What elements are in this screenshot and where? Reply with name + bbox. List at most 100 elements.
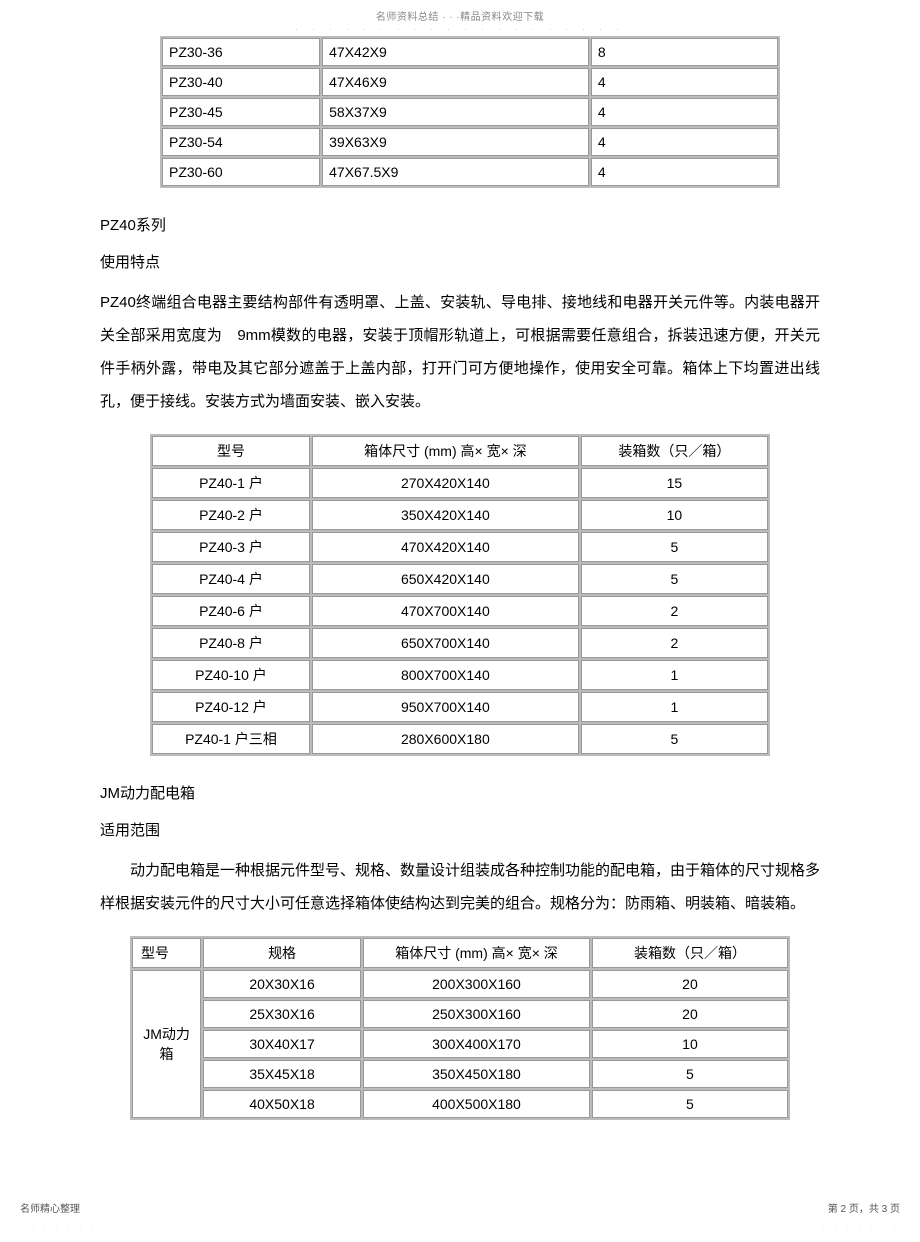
table-cell: 4: [591, 98, 778, 126]
table-cell: 5: [592, 1060, 788, 1088]
jm-body-text: 动力配电箱是一种根据元件型号、规格、数量设计组装成各种控制功能的配电箱，由于箱体…: [100, 854, 820, 920]
table-row: PZ40-6 户470X700X1402: [152, 596, 768, 626]
table-cell: 10: [581, 500, 768, 530]
footer-dots-right: . . . . . . .: [823, 1225, 900, 1232]
table-cell: 650X700X140: [312, 628, 579, 658]
table-cell: PZ40-10 户: [152, 660, 310, 690]
footer-right: 第 2 页，共 3 页: [828, 1200, 900, 1215]
table-row: PZ40-4 户650X420X1405: [152, 564, 768, 594]
table-cell: 5: [592, 1090, 788, 1118]
table-row: PZ40-8 户650X700X1402: [152, 628, 768, 658]
table-row: 25X30X16250X300X16020: [132, 1000, 788, 1028]
table-cell: 8: [591, 38, 778, 66]
table-cell: 40X50X18: [203, 1090, 361, 1118]
table-cell: 1: [581, 660, 768, 690]
table-header: 规格: [203, 938, 361, 968]
page-footer: 名师精心整理 第 2 页，共 3 页: [0, 1160, 920, 1225]
table-cell: PZ40-1 户: [152, 468, 310, 498]
table-cell: PZ30-36: [162, 38, 320, 66]
table-header: 装箱数（只／箱）: [592, 938, 788, 968]
table-cell: 1: [581, 692, 768, 722]
table-cell: 800X700X140: [312, 660, 579, 690]
table-header: 箱体尺寸 (mm) 高× 宽× 深: [312, 436, 579, 466]
footer-left: 名师精心整理: [20, 1200, 80, 1215]
table-header: 型号: [132, 938, 201, 968]
table-row: PZ40-1 户三相280X600X1805: [152, 724, 768, 754]
table-cell: 950X700X140: [312, 692, 579, 722]
table-cell: 470X420X140: [312, 532, 579, 562]
jm-table: 型号规格箱体尺寸 (mm) 高× 宽× 深装箱数（只／箱） JM动力箱20X30…: [130, 936, 790, 1120]
table-cell: PZ40-1 户三相: [152, 724, 310, 754]
table-cell: 2: [581, 596, 768, 626]
table-cell: 5: [581, 532, 768, 562]
table-cell: 280X600X180: [312, 724, 579, 754]
table-cell: 20X30X16: [203, 970, 361, 998]
table-cell: 350X450X180: [363, 1060, 590, 1088]
table-cell: PZ30-60: [162, 158, 320, 186]
main-content: PZ30-3647X42X98PZ30-4047X46X94PZ30-4558X…: [0, 36, 920, 1120]
pz40-title: PZ40系列: [100, 212, 820, 239]
table-cell: PZ30-45: [162, 98, 320, 126]
table-header: 装箱数（只／箱）: [581, 436, 768, 466]
page-header-line2: · · · · · · · · · · · · · · · · · · · ·: [0, 25, 920, 36]
page-header-line1: 名师资料总结 · · ·精品资料欢迎下载: [0, 0, 920, 25]
table-row: PZ40-2 户350X420X14010: [152, 500, 768, 530]
jm-subtitle: 适用范围: [100, 817, 820, 844]
table-row: PZ30-5439X63X94: [162, 128, 778, 156]
table-row: 40X50X18400X500X1805: [132, 1090, 788, 1118]
page-footer-dots: . . . . . . . . . . . . . .: [0, 1225, 920, 1242]
table-cell: 5: [581, 564, 768, 594]
footer-dots-left: . . . . . . .: [20, 1225, 97, 1232]
table-row: PZ30-6047X67.5X94: [162, 158, 778, 186]
table-cell: 47X46X9: [322, 68, 589, 96]
table-cell: 470X700X140: [312, 596, 579, 626]
table-cell: 20: [592, 1000, 788, 1028]
table-cell: 39X63X9: [322, 128, 589, 156]
table-cell: PZ40-3 户: [152, 532, 310, 562]
pz40-table: 型号箱体尺寸 (mm) 高× 宽× 深装箱数（只／箱） PZ40-1 户270X…: [150, 434, 770, 756]
table-row: PZ30-4047X46X94: [162, 68, 778, 96]
table-row: PZ40-1 户270X420X14015: [152, 468, 768, 498]
table-cell: 650X420X140: [312, 564, 579, 594]
table-cell: 270X420X140: [312, 468, 579, 498]
table-cell: 5: [581, 724, 768, 754]
table-header: 型号: [152, 436, 310, 466]
pz30-table: PZ30-3647X42X98PZ30-4047X46X94PZ30-4558X…: [160, 36, 780, 188]
table-cell: PZ30-40: [162, 68, 320, 96]
table-cell: PZ40-4 户: [152, 564, 310, 594]
table-cell: 250X300X160: [363, 1000, 590, 1028]
table-row: 35X45X18350X450X1805: [132, 1060, 788, 1088]
table-cell: 200X300X160: [363, 970, 590, 998]
table-row: JM动力箱20X30X16200X300X16020: [132, 970, 788, 998]
table-cell: PZ40-8 户: [152, 628, 310, 658]
table-cell: 47X67.5X9: [322, 158, 589, 186]
table-cell: 2: [581, 628, 768, 658]
table-cell: 4: [591, 128, 778, 156]
table-cell: 15: [581, 468, 768, 498]
table-row: PZ40-10 户800X700X1401: [152, 660, 768, 690]
table-cell: 30X40X17: [203, 1030, 361, 1058]
table-cell: PZ40-12 户: [152, 692, 310, 722]
table-cell: 35X45X18: [203, 1060, 361, 1088]
table-row: PZ40-12 户950X700X1401: [152, 692, 768, 722]
table-cell: 4: [591, 68, 778, 96]
pz40-subtitle: 使用特点: [100, 249, 820, 276]
pz40-body-text: PZ40终端组合电器主要结构部件有透明罩、上盖、安装轨、导电排、接地线和电器开关…: [100, 286, 820, 418]
table-row: PZ30-4558X37X94: [162, 98, 778, 126]
table-cell: 4: [591, 158, 778, 186]
table-cell: 300X400X170: [363, 1030, 590, 1058]
table-cell: 58X37X9: [322, 98, 589, 126]
table-cell: 25X30X16: [203, 1000, 361, 1028]
table-row: PZ40-3 户470X420X1405: [152, 532, 768, 562]
table-cell: 400X500X180: [363, 1090, 590, 1118]
table-cell: PZ40-2 户: [152, 500, 310, 530]
table-cell: 20: [592, 970, 788, 998]
table-cell-rowhead: JM动力箱: [132, 970, 201, 1118]
table-cell: 350X420X140: [312, 500, 579, 530]
table-row: PZ30-3647X42X98: [162, 38, 778, 66]
table-cell: PZ30-54: [162, 128, 320, 156]
table-cell: 10: [592, 1030, 788, 1058]
table-cell: PZ40-6 户: [152, 596, 310, 626]
table-header: 箱体尺寸 (mm) 高× 宽× 深: [363, 938, 590, 968]
jm-title: JM动力配电箱: [100, 780, 820, 807]
